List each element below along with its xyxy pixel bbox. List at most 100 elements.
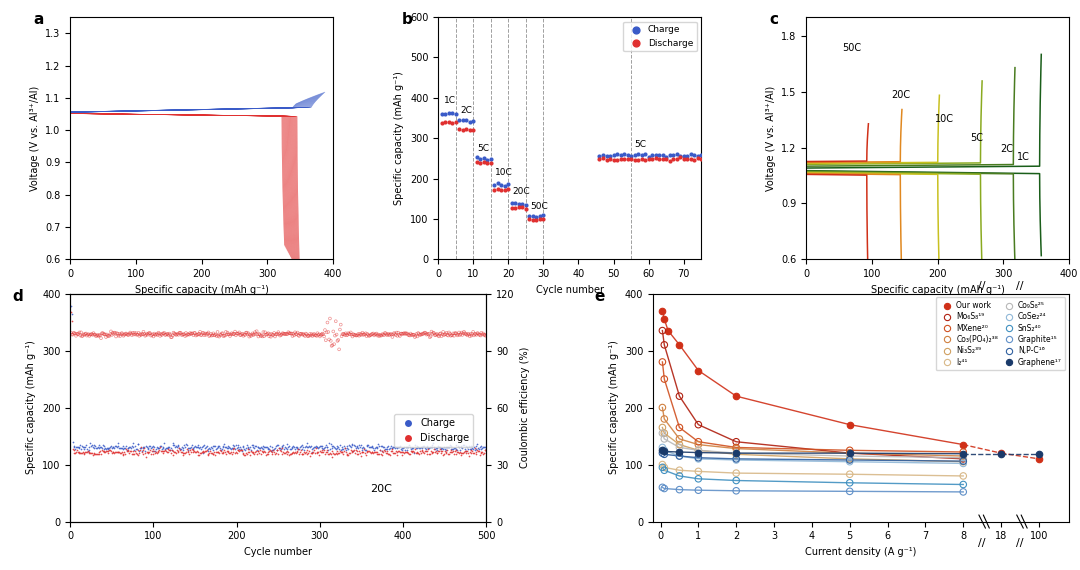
Point [176,448,193,457]
Point [299,439,316,448]
Point [675,155,692,164]
Point [127,445,145,454]
Point [313,447,330,457]
Point [364,447,381,457]
Point [174,451,191,460]
Point [378,330,395,339]
Point [151,443,168,452]
Point [444,331,461,340]
Point [598,152,616,161]
Point [675,151,692,160]
Point [154,447,172,456]
Point [373,331,390,340]
Point [321,449,338,458]
Point [401,449,418,458]
Point [283,329,300,338]
Point [281,442,298,451]
Point [245,331,262,340]
Point [106,444,123,453]
Point [296,331,313,340]
Point [278,329,295,339]
Point [378,446,395,455]
Point [307,441,324,450]
Point [82,449,99,458]
Point [456,327,473,336]
Point [168,446,186,455]
Legend: Charge, Discharge: Charge, Discharge [623,22,697,51]
Point [390,330,407,339]
Point [206,442,224,451]
Point [647,153,664,162]
Y-axis label: Coulombic efficiency (%): Coulombic efficiency (%) [521,347,530,468]
Point [184,329,201,338]
Point [475,157,492,166]
Point [146,446,163,455]
Point [374,450,391,459]
Point [333,445,350,454]
Point [167,330,185,339]
Point [474,443,491,453]
Point [383,446,401,455]
Point [234,448,252,457]
Point [201,331,218,340]
Point [390,446,407,455]
Point [64,437,81,446]
Point [390,442,407,451]
Point [433,447,450,456]
Point [389,331,406,340]
Point [517,205,535,214]
Point [75,442,92,451]
Point [622,155,639,164]
Point [165,447,183,457]
Point [184,445,201,454]
Point [366,447,383,457]
Point [459,331,476,340]
Point [430,332,447,341]
Point [253,332,270,341]
Point [227,331,244,340]
Point [139,449,157,458]
Point [281,450,298,459]
Point [156,328,173,337]
Point [368,443,386,453]
Point [410,443,428,453]
Point [94,441,111,450]
Point [83,329,100,339]
Point [262,332,280,341]
Point [456,329,473,338]
Text: e: e [595,289,605,304]
Point [75,447,92,457]
Point [260,446,278,455]
Point [325,442,342,451]
Point [200,445,217,454]
Point [141,445,159,454]
Point [134,443,151,452]
Point [302,449,320,458]
Point [413,442,430,451]
Point [423,329,441,339]
Point [216,439,233,448]
Point [375,330,392,339]
Point [285,331,302,340]
Point [201,449,218,458]
Point [405,444,422,453]
Point [343,330,361,339]
Point [841,478,859,487]
Point [489,184,507,193]
Point [205,331,222,340]
Point [336,329,353,339]
Point [332,325,349,334]
Point [288,443,306,452]
Point [137,441,154,450]
Point [630,155,647,164]
Point [361,331,379,340]
Point [315,332,333,341]
Point [458,447,475,456]
Point [206,450,224,459]
Point [436,329,454,339]
Point [96,330,113,339]
Point [430,446,447,455]
Point [372,445,389,454]
Point [380,450,397,459]
Point [136,329,153,339]
